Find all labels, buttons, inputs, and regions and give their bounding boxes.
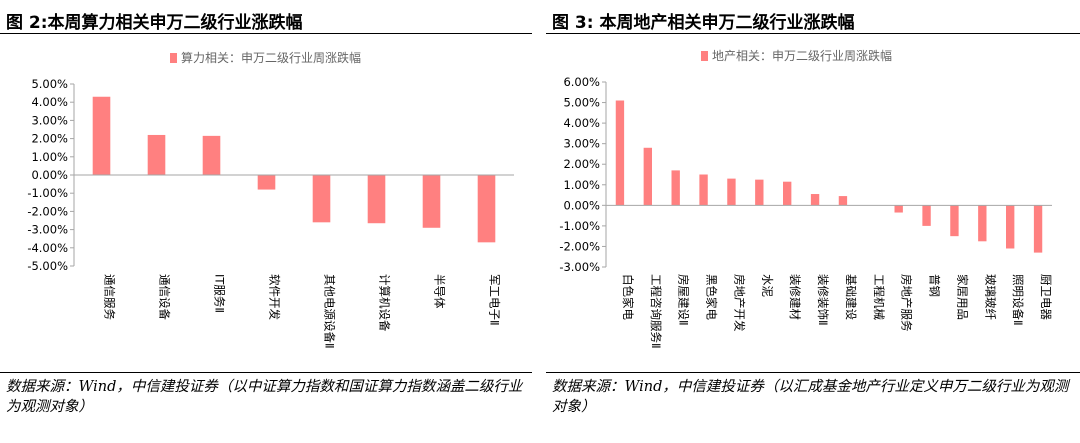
legend-swatch	[170, 53, 177, 63]
figure-2-chart: 算力相关：申万二级行业周涨跌幅 5.00% 4.00% 3.00% 2.00% 1.00%…	[27, 50, 514, 349]
figure-3-chart: 地产相关：申万二级行业周涨跌幅 6.00% 5.00% 4.00% 3.00% 2.00%…	[559, 48, 1053, 349]
bar	[699, 174, 708, 206]
y-tick-label: -1.00%	[27, 186, 68, 200]
bar	[615, 100, 625, 206]
category-label: 房地产开发	[732, 274, 746, 332]
bar	[477, 175, 496, 243]
category-label: 家居用品	[955, 274, 969, 320]
y-tick-label: 6.00%	[563, 75, 600, 89]
category-label: 玻璃玻纤	[983, 274, 997, 320]
y-tick-label: -3.00%	[559, 260, 600, 274]
bar	[978, 205, 987, 242]
bar	[727, 178, 736, 206]
category-label: 工程机械	[872, 274, 886, 320]
bar	[671, 170, 680, 206]
bar	[147, 134, 166, 175]
legend-label: 地产相关：申万二级行业周涨跌幅	[712, 48, 892, 63]
figure-3-source: 数据来源：Wind，中信建投证券（以汇成基金地产行业定义申万二级行业为观测对象）	[552, 379, 1069, 415]
bar	[810, 194, 820, 206]
bar	[1006, 205, 1015, 249]
bar	[950, 205, 959, 237]
y-tick-label: 3.00%	[31, 113, 68, 127]
category-label: 军工电子Ⅱ	[488, 274, 502, 326]
y-tick-label: 5.00%	[563, 96, 600, 110]
y-tick-label: -4.00%	[27, 241, 68, 255]
category-label: 装修建材	[788, 274, 802, 320]
bar	[922, 205, 931, 226]
y-tick-label: 2.00%	[563, 157, 600, 171]
figure-2-top-rule	[0, 33, 532, 34]
bar	[422, 175, 441, 228]
bar	[92, 96, 111, 175]
category-label: 黑色家电	[705, 274, 719, 320]
category-label: 厨卫电器	[1039, 274, 1053, 320]
category-label: 软件开发	[268, 274, 282, 320]
bar	[257, 175, 276, 190]
y-tick-label: 5.00%	[31, 77, 68, 91]
figure-3-title: 图 3: 本周地产相关申万二级行业涨跌幅	[552, 13, 855, 33]
category-label: 工程咨询服务Ⅱ	[649, 274, 663, 349]
y-tick-label: 1.00%	[563, 178, 600, 192]
y-tick-label: 4.00%	[31, 95, 68, 109]
figure-3-panel: 图 3: 本周地产相关申万二级行业涨跌幅 地产相关：申万二级行业周涨跌幅 6.00…	[546, 0, 1080, 443]
category-label: 普钢	[928, 274, 942, 297]
y-tick-label: -2.00%	[559, 239, 600, 253]
bar	[312, 175, 331, 223]
category-label: 水泥	[760, 274, 774, 297]
bar	[643, 147, 652, 206]
bar	[838, 196, 848, 206]
category-label: 房地产服务	[900, 274, 914, 332]
bar	[202, 135, 221, 175]
category-label: 照明设备Ⅱ	[1011, 274, 1025, 326]
category-label: 白色家电	[621, 274, 635, 320]
category-label: 其他电源设备Ⅱ	[323, 274, 337, 349]
y-tick-label: -3.00%	[27, 223, 68, 237]
figure-2-bottom-rule	[0, 372, 532, 373]
category-label: IT服务Ⅱ	[213, 274, 227, 313]
figure-2-panel: 图 2:本周算力相关申万二级行业涨跌幅 算力相关：申万二级行业周涨跌幅 5.00%…	[0, 0, 532, 443]
y-tick-label: -2.00%	[27, 204, 68, 218]
y-tick-label: -5.00%	[27, 259, 68, 273]
y-tick-label: 4.00%	[563, 116, 600, 130]
y-tick-label: 3.00%	[563, 137, 600, 151]
category-label: 通信设备	[158, 274, 172, 320]
y-tick-label: 0.00%	[563, 198, 600, 212]
legend-label: 算力相关：申万二级行业周涨跌幅	[181, 50, 361, 65]
figure-2-source: 数据来源：Wind，中信建投证券（以中证算力指数和国证算力指数涵盖二级行业为观测…	[6, 379, 523, 415]
category-label: 计算机设备	[378, 274, 392, 332]
category-label: 基础建设	[844, 274, 858, 320]
figure-2-title: 图 2:本周算力相关申万二级行业涨跌幅	[6, 13, 303, 33]
y-tick-label: 2.00%	[31, 132, 68, 146]
bar	[755, 179, 764, 206]
category-label: 半导体	[433, 274, 447, 309]
category-label: 装修装饰Ⅱ	[816, 274, 830, 326]
figure-3-top-rule	[546, 33, 1080, 34]
legend-swatch	[701, 51, 708, 61]
bar	[1033, 205, 1043, 253]
category-label: 通信服务	[103, 274, 117, 320]
y-tick-label: 0.00%	[31, 168, 68, 182]
category-label: 房屋建设Ⅱ	[677, 274, 691, 326]
bar	[894, 205, 903, 213]
bar	[367, 175, 386, 224]
bar	[783, 181, 792, 206]
y-tick-label: 1.00%	[31, 150, 68, 164]
figure-3-bottom-rule	[546, 372, 1080, 373]
y-tick-label: -1.00%	[559, 219, 600, 233]
